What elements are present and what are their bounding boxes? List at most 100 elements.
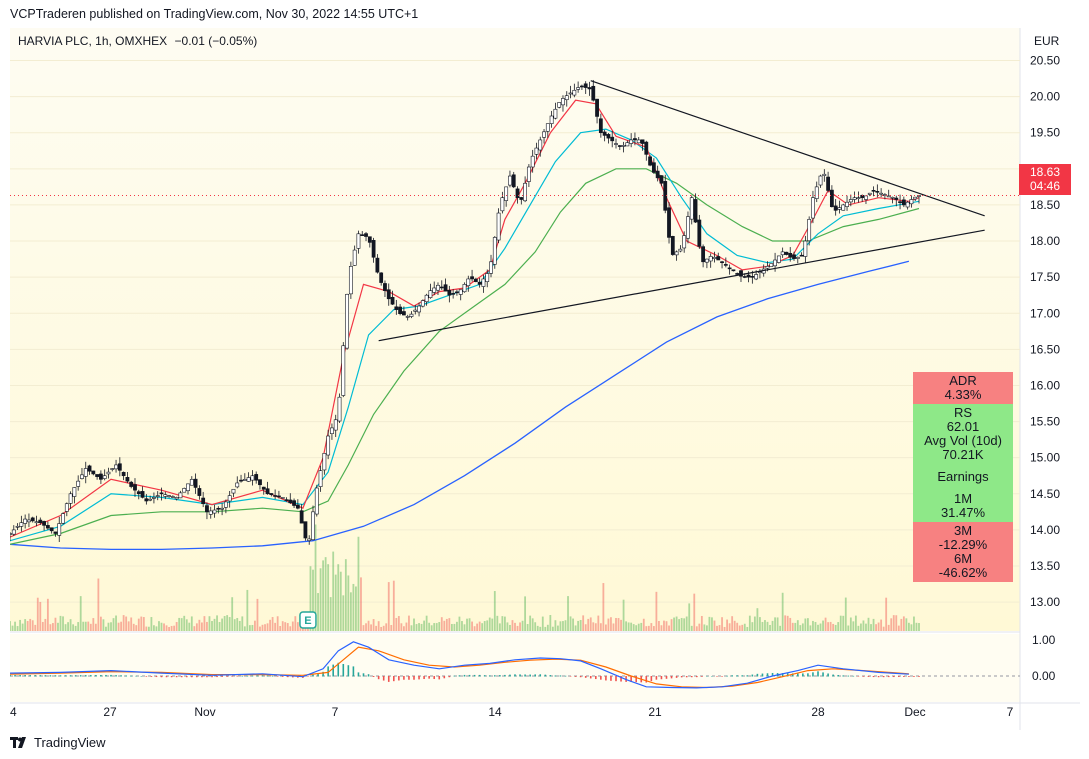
tradingview-logo[interactable]: TradingView [10,735,106,750]
volume-bar [221,618,223,631]
volume-bar [21,623,24,631]
candle-body [879,192,884,195]
volume-bar [796,620,799,631]
candle-body [367,236,372,243]
volume-bar [317,593,319,631]
volume-bar [132,623,135,631]
volume-bar [248,625,251,631]
volume-bar [849,617,852,631]
histogram-bar [322,671,324,677]
volume-bar [645,626,648,631]
trendline-lower[interactable] [378,229,985,342]
volume-bar [324,557,327,631]
candle-body [837,207,842,210]
volume-bar [726,619,728,631]
volume-bar [120,621,122,631]
candle-body [526,166,531,182]
volume-bar [756,608,759,631]
candle-body [45,525,50,529]
volume-bar [918,623,920,631]
volume-bar [314,524,317,631]
candle-body [629,139,634,144]
volume-bar [367,620,370,631]
volume-bar [46,598,49,631]
volume-bar [698,623,701,631]
candle-body [610,136,615,142]
x-tick-label: Nov [194,705,215,719]
volume-bar [733,620,736,631]
histogram-bar [519,674,521,677]
trendline-upper[interactable] [590,80,985,217]
y-tick-label: 17.50 [1030,270,1060,284]
histogram-bar [135,675,138,677]
candle-body [379,272,384,283]
histogram-bar [453,675,456,677]
candle-body [625,142,630,147]
candle-body [667,207,671,238]
candle-body [439,286,444,289]
volume-bar [471,621,473,631]
volume-bar [481,623,484,631]
earnings-label: Earnings [937,469,989,484]
earnings-marker[interactable] [299,611,317,629]
volume-bar [890,618,893,631]
volume-bar [577,620,580,631]
candle-body [451,293,456,295]
volume-bar [423,620,425,631]
volume-bar [370,624,372,631]
candle-body [496,212,501,241]
y-tick-label: 19.50 [1030,126,1060,140]
candle-body [587,87,592,90]
volume-bar [387,582,390,631]
volume-bar [746,626,749,631]
volume-bar [319,568,322,631]
volume-bar [155,626,158,631]
histogram-bar [100,674,102,677]
x-tick-label: 24 [10,705,17,719]
volume-bar [812,620,814,631]
histogram-bar [286,676,289,678]
histogram-bar [842,675,845,677]
candle-body [390,296,395,305]
histogram-bar [448,676,451,678]
volume-bar [640,622,643,631]
candle-body [845,201,849,207]
volume-bar [67,622,69,631]
histogram-bar [175,676,178,678]
candle-body [72,487,77,497]
volume-bar [837,622,840,631]
candle-body [125,477,130,482]
symbol-title[interactable]: HARVIA PLC, 1h, OMXHEX [18,34,168,48]
volume-bar [574,625,577,631]
chart-canvas[interactable]: 20.5020.0019.5019.0018.5018.0017.5017.00… [10,28,1080,730]
candle-body [716,256,721,261]
histogram-bar [751,674,754,677]
volume-bar [605,624,607,631]
candle-body [595,98,599,117]
volume-bar [819,623,822,631]
volume-bar [554,620,557,631]
candle-body [163,494,168,497]
volume-bar [112,618,115,631]
volume-bar [620,619,622,631]
volume-bar [213,618,216,631]
volume-bar [615,617,617,631]
m6-label: 6M [953,551,973,566]
volume-bar [456,621,458,631]
volume-bar [140,616,143,631]
volume-bar [764,620,766,631]
volume-bar [557,625,559,631]
volume-bar [52,623,54,631]
candle-body [182,488,187,493]
histogram-bar [367,674,370,677]
volume-bar [718,625,721,631]
candle-body [848,199,853,203]
histogram-bar [655,676,658,680]
volume-bar [660,625,663,631]
ema-fast-line [10,99,920,538]
candle-body [818,175,823,186]
candle-body [68,493,73,504]
candle-body [814,186,819,199]
histogram-bar [534,674,536,677]
histogram-bar [887,676,890,678]
